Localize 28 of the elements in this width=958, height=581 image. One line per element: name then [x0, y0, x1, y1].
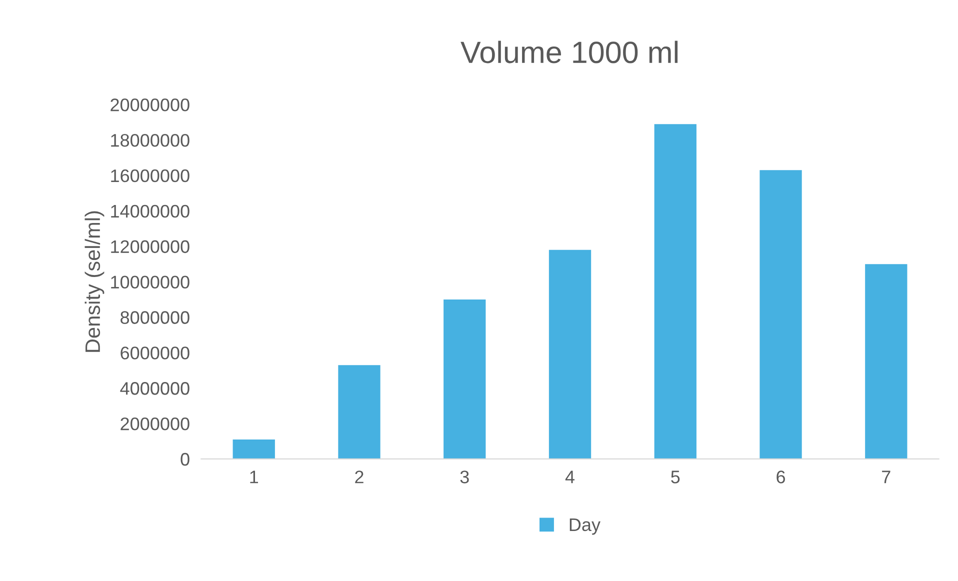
- bar: [548, 250, 592, 459]
- y-tick-label: 12000000: [111, 240, 190, 254]
- y-tick-label: 2000000: [120, 417, 190, 430]
- x-tick-label: 6: [776, 470, 785, 484]
- y-axis-title: Density (sel/ml): [84, 211, 104, 352]
- x-tick-label: 3: [460, 470, 469, 484]
- y-tick-label: 10000000: [111, 276, 190, 289]
- bar: [760, 170, 802, 459]
- y-tick-label: 16000000: [111, 169, 190, 182]
- x-tick-label: 2: [355, 470, 364, 484]
- legend-label: Day: [570, 518, 600, 535]
- x-tick-label: 5: [671, 470, 680, 484]
- y-tick-label: 4000000: [120, 382, 190, 395]
- bar: [865, 264, 908, 459]
- y-tick-label: 18000000: [111, 134, 190, 147]
- y-tick-label: 14000000: [111, 204, 190, 218]
- bar: [444, 300, 486, 459]
- bar: [232, 439, 275, 459]
- x-tick-label: 7: [882, 470, 890, 484]
- x-tick-label: 1: [250, 470, 258, 484]
- bar: [338, 365, 380, 459]
- y-tick-label: 0: [180, 452, 190, 466]
- y-tick-label: 8000000: [120, 311, 190, 324]
- y-tick-label: 6000000: [120, 346, 190, 360]
- x-tick-label: 4: [565, 470, 575, 484]
- y-tick-label: 20000000: [110, 98, 190, 112]
- chart-title: Volume 1000 ml: [460, 40, 678, 64]
- bar: [654, 124, 696, 459]
